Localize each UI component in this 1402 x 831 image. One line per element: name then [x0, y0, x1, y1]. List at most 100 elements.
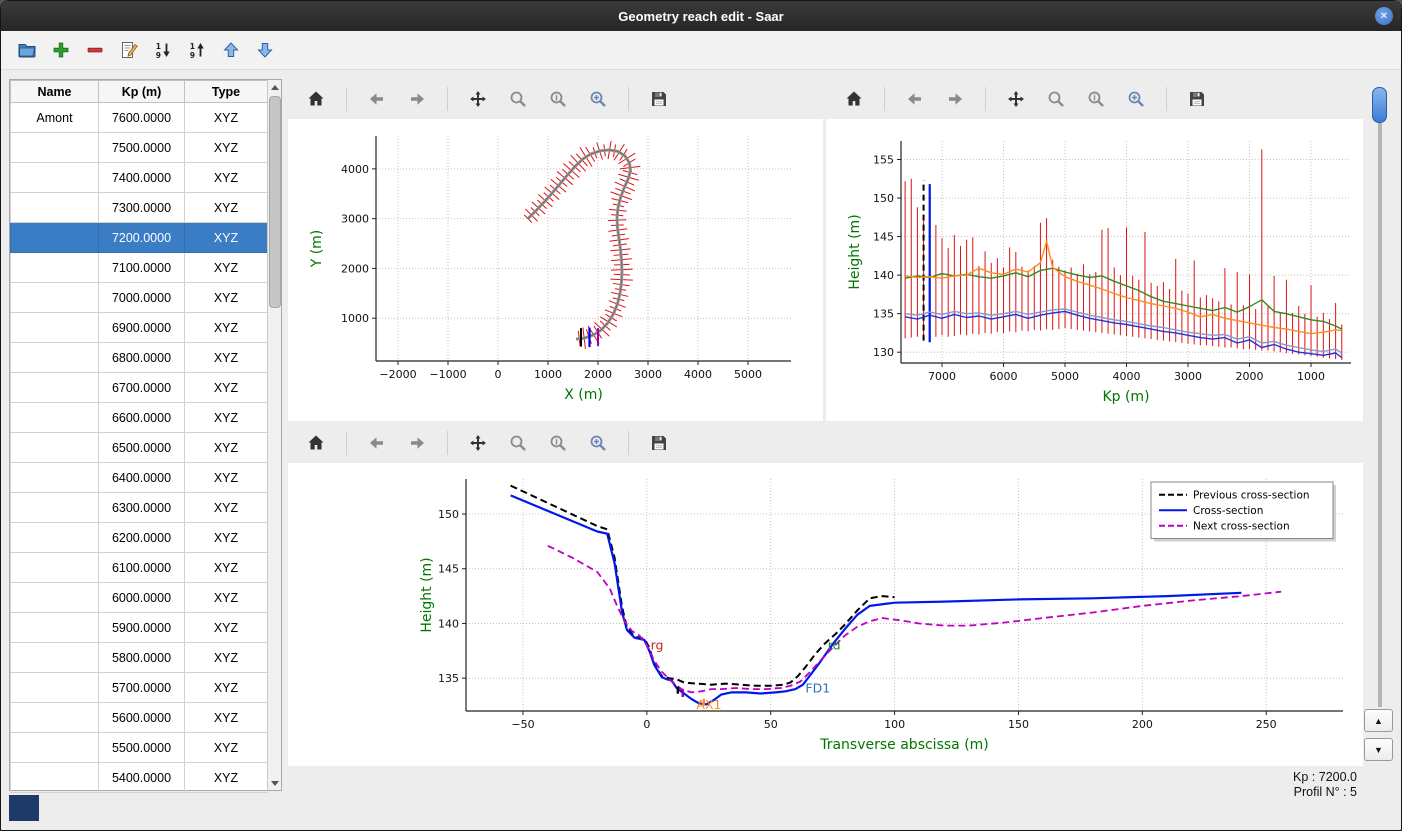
table-row[interactable]: 5900.0000 XYZ	[10, 612, 268, 643]
table-row[interactable]: 6000.0000 XYZ	[10, 582, 268, 613]
table-cell[interactable]	[10, 672, 99, 703]
save-button[interactable]	[647, 87, 671, 111]
table-cell[interactable]	[10, 372, 99, 403]
table-cell[interactable]	[10, 162, 99, 193]
table-scrollbar[interactable]	[267, 80, 281, 790]
table-cell[interactable]: XYZ	[184, 162, 268, 193]
back-button[interactable]	[903, 87, 927, 111]
table-cell[interactable]: XYZ	[184, 102, 268, 133]
table-cell[interactable]	[10, 282, 99, 313]
column-header-kp[interactable]: Kp (m)	[98, 80, 185, 103]
profile-up-button[interactable]: ▲	[1364, 709, 1393, 732]
zoom-in-button[interactable]	[586, 431, 610, 455]
table-cell[interactable]: 7100.0000	[98, 252, 185, 283]
forward-button[interactable]	[405, 431, 429, 455]
column-header-type[interactable]: Type	[184, 80, 268, 103]
table-cell[interactable]: 6800.0000	[98, 342, 185, 373]
back-button[interactable]	[365, 87, 389, 111]
table-cell[interactable]: XYZ	[184, 702, 268, 733]
table-cell[interactable]	[10, 732, 99, 763]
table-row[interactable]: 6800.0000 XYZ	[10, 342, 268, 373]
table-cell[interactable]	[10, 132, 99, 163]
table-cell[interactable]: XYZ	[184, 342, 268, 373]
table-cell[interactable]	[10, 252, 99, 283]
delete-profile-button[interactable]	[83, 38, 107, 62]
zoom-info-button[interactable]: i	[546, 431, 570, 455]
table-cell[interactable]: XYZ	[184, 132, 268, 163]
table-cell[interactable]	[10, 192, 99, 223]
table-row[interactable]: 7200.0000 XYZ	[10, 222, 268, 253]
table-row[interactable]: 7300.0000 XYZ	[10, 192, 268, 223]
pan-button[interactable]	[1004, 87, 1028, 111]
table-cell[interactable]: XYZ	[184, 582, 268, 613]
table-row[interactable]: 5500.0000 XYZ	[10, 732, 268, 763]
home-button[interactable]	[304, 87, 328, 111]
table-cell[interactable]: 6300.0000	[98, 492, 185, 523]
table-cell[interactable]	[10, 642, 99, 673]
table-cell[interactable]: XYZ	[184, 732, 268, 763]
table-cell[interactable]	[10, 402, 99, 433]
table-cell[interactable]: XYZ	[184, 492, 268, 523]
table-row[interactable]: 6300.0000 XYZ	[10, 492, 268, 523]
table-row[interactable]: 6900.0000 XYZ	[10, 312, 268, 343]
table-cell[interactable]	[10, 432, 99, 463]
pan-button[interactable]	[466, 87, 490, 111]
table-row[interactable]: 6100.0000 XYZ	[10, 552, 268, 583]
table-cell[interactable]: XYZ	[184, 522, 268, 553]
table-cell[interactable]: XYZ	[184, 312, 268, 343]
table-cell[interactable]: XYZ	[184, 462, 268, 493]
save-button[interactable]	[1185, 87, 1209, 111]
table-row[interactable]: 6200.0000 XYZ	[10, 522, 268, 553]
table-cell[interactable]	[10, 342, 99, 373]
table-row[interactable]: 7100.0000 XYZ	[10, 252, 268, 283]
table-row[interactable]: 6600.0000 XYZ	[10, 402, 268, 433]
home-button[interactable]	[842, 87, 866, 111]
table-row[interactable]: 5700.0000 XYZ	[10, 672, 268, 703]
table-cell[interactable]	[10, 762, 99, 793]
table-cell[interactable]: XYZ	[184, 762, 268, 793]
zoom-in-button[interactable]	[586, 87, 610, 111]
table-cell[interactable]	[10, 312, 99, 343]
table-cell[interactable]	[10, 522, 99, 553]
table-row[interactable]: 6400.0000 XYZ	[10, 462, 268, 493]
table-cell[interactable]: 7500.0000	[98, 132, 185, 163]
edit-profile-button[interactable]	[117, 38, 141, 62]
table-row[interactable]: 7400.0000 XYZ	[10, 162, 268, 193]
table-cell[interactable]: 7600.0000	[98, 102, 185, 133]
table-scrollbar-thumb[interactable]	[269, 96, 281, 308]
cross-section-figure[interactable]: −50 0 50 100 150 200 250 135 140 145 150 Transverse…	[288, 463, 1363, 766]
pan-button[interactable]	[466, 431, 490, 455]
open-file-button[interactable]	[15, 38, 39, 62]
table-row[interactable]: 5800.0000 XYZ	[10, 642, 268, 673]
table-cell[interactable]	[10, 492, 99, 523]
table-cell[interactable]: XYZ	[184, 252, 268, 283]
table-row[interactable]: 7000.0000 XYZ	[10, 282, 268, 313]
table-cell[interactable]: 6200.0000	[98, 522, 185, 553]
table-cell[interactable]	[10, 222, 99, 253]
add-profile-button[interactable]	[49, 38, 73, 62]
long-profile-figure[interactable]: 7000 6000 5000 4000 3000 2000 1000 130 135 140 145…	[826, 119, 1363, 421]
table-cell[interactable]: Amont	[10, 102, 99, 133]
move-down-button[interactable]	[253, 38, 277, 62]
scroll-down-arrow[interactable]	[268, 776, 281, 790]
profile-slider-track[interactable]	[1378, 89, 1382, 707]
zoom-button[interactable]	[506, 431, 530, 455]
table-cell[interactable]: 6000.0000	[98, 582, 185, 613]
profile-down-button[interactable]: ▼	[1364, 738, 1393, 761]
table-cell[interactable]: 5600.0000	[98, 702, 185, 733]
table-cell[interactable]: 5800.0000	[98, 642, 185, 673]
plan-view-figure[interactable]: −2000 −1000 0 1000 2000 3000 4000 5000 1000 2000 3…	[288, 119, 823, 421]
table-cell[interactable]: 7400.0000	[98, 162, 185, 193]
profile-table[interactable]: Name Kp (m) Type Amont 7600.0000 XYZ 7500.0…	[10, 80, 268, 793]
table-cell[interactable]: 5500.0000	[98, 732, 185, 763]
table-cell[interactable]: 7300.0000	[98, 192, 185, 223]
table-cell[interactable]: 5700.0000	[98, 672, 185, 703]
table-cell[interactable]: 6600.0000	[98, 402, 185, 433]
table-cell[interactable]: XYZ	[184, 222, 268, 253]
table-cell[interactable]	[10, 702, 99, 733]
table-cell[interactable]	[10, 612, 99, 643]
profile-slider-thumb[interactable]	[1372, 87, 1387, 123]
table-cell[interactable]: XYZ	[184, 552, 268, 583]
table-cell[interactable]: 7000.0000	[98, 282, 185, 313]
